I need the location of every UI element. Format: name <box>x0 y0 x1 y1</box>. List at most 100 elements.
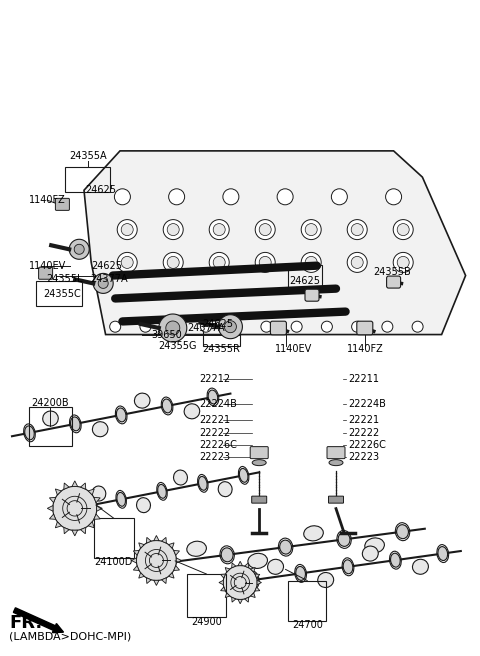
Polygon shape <box>94 514 100 520</box>
Polygon shape <box>174 565 180 571</box>
Ellipse shape <box>252 460 266 466</box>
Circle shape <box>385 189 402 205</box>
Polygon shape <box>88 522 94 528</box>
Polygon shape <box>55 522 61 528</box>
Circle shape <box>209 253 229 272</box>
Circle shape <box>382 321 393 332</box>
Ellipse shape <box>329 460 343 466</box>
Ellipse shape <box>92 486 106 501</box>
Text: 24100D: 24100D <box>95 556 133 567</box>
Text: 22222: 22222 <box>348 428 379 438</box>
Ellipse shape <box>71 417 80 431</box>
Polygon shape <box>225 321 236 333</box>
Polygon shape <box>64 527 69 534</box>
Text: 1140EV: 1140EV <box>29 261 66 272</box>
Polygon shape <box>162 537 167 543</box>
Text: 22226C: 22226C <box>199 440 237 450</box>
Polygon shape <box>55 489 61 495</box>
Text: 22222: 22222 <box>199 428 230 438</box>
Circle shape <box>209 220 229 239</box>
Polygon shape <box>251 567 255 572</box>
FancyBboxPatch shape <box>250 447 268 459</box>
Polygon shape <box>225 593 230 598</box>
Polygon shape <box>221 574 226 578</box>
Text: 24355A: 24355A <box>69 151 107 161</box>
Ellipse shape <box>174 470 188 485</box>
Polygon shape <box>257 581 262 584</box>
Text: 22223: 22223 <box>348 451 379 462</box>
Bar <box>65 167 110 192</box>
Polygon shape <box>94 497 100 502</box>
Circle shape <box>412 321 423 332</box>
Circle shape <box>163 220 183 239</box>
Ellipse shape <box>255 448 263 453</box>
Circle shape <box>277 189 293 205</box>
Circle shape <box>397 256 409 268</box>
Polygon shape <box>139 543 144 548</box>
Ellipse shape <box>136 498 150 512</box>
FancyBboxPatch shape <box>55 198 70 211</box>
Text: 24625: 24625 <box>91 261 122 272</box>
Ellipse shape <box>24 426 34 440</box>
Polygon shape <box>162 578 167 584</box>
Text: 24900: 24900 <box>191 617 222 627</box>
Ellipse shape <box>391 553 400 567</box>
Ellipse shape <box>296 566 305 581</box>
Text: 24700: 24700 <box>292 619 323 630</box>
Circle shape <box>351 224 363 236</box>
Circle shape <box>397 224 409 236</box>
Text: 24625: 24625 <box>202 319 233 329</box>
Ellipse shape <box>187 541 206 556</box>
Polygon shape <box>168 543 174 548</box>
Circle shape <box>168 189 185 205</box>
Text: 22224B: 22224B <box>199 399 237 409</box>
FancyArrow shape <box>13 608 63 632</box>
Polygon shape <box>245 563 249 568</box>
FancyBboxPatch shape <box>386 276 401 288</box>
Ellipse shape <box>184 404 200 419</box>
Circle shape <box>393 220 413 239</box>
Text: 24355G: 24355G <box>158 341 197 352</box>
Bar <box>288 265 322 291</box>
Polygon shape <box>218 315 242 338</box>
Circle shape <box>223 189 239 205</box>
FancyBboxPatch shape <box>38 267 53 279</box>
Circle shape <box>322 321 332 332</box>
Polygon shape <box>146 578 151 584</box>
Text: 24377A: 24377A <box>187 323 225 333</box>
Bar <box>203 328 240 346</box>
Ellipse shape <box>412 560 429 574</box>
Polygon shape <box>72 481 78 487</box>
Circle shape <box>393 253 413 272</box>
Polygon shape <box>81 483 86 489</box>
Text: 22211: 22211 <box>348 374 379 384</box>
Bar <box>36 281 82 306</box>
Polygon shape <box>245 597 249 602</box>
Circle shape <box>121 224 133 236</box>
Text: 22221: 22221 <box>199 415 230 425</box>
Ellipse shape <box>318 573 334 588</box>
Text: 24355R: 24355R <box>203 344 240 354</box>
Ellipse shape <box>338 533 350 546</box>
FancyBboxPatch shape <box>327 447 345 459</box>
Ellipse shape <box>158 484 166 499</box>
Circle shape <box>213 224 225 236</box>
Text: 22224B: 22224B <box>348 399 386 409</box>
Polygon shape <box>238 600 242 604</box>
Circle shape <box>167 256 179 268</box>
Text: 22226C: 22226C <box>348 440 386 450</box>
Polygon shape <box>98 278 108 289</box>
Polygon shape <box>81 527 86 534</box>
Polygon shape <box>251 593 255 598</box>
Bar <box>29 407 72 446</box>
Text: 1140FZ: 1140FZ <box>29 195 66 205</box>
Text: 24355L: 24355L <box>46 274 83 284</box>
Polygon shape <box>49 497 56 502</box>
Polygon shape <box>168 573 174 578</box>
Ellipse shape <box>221 548 233 562</box>
Text: 24355B: 24355B <box>373 267 411 277</box>
Ellipse shape <box>280 540 291 554</box>
Polygon shape <box>139 573 144 578</box>
Polygon shape <box>132 558 137 563</box>
Ellipse shape <box>240 468 248 482</box>
